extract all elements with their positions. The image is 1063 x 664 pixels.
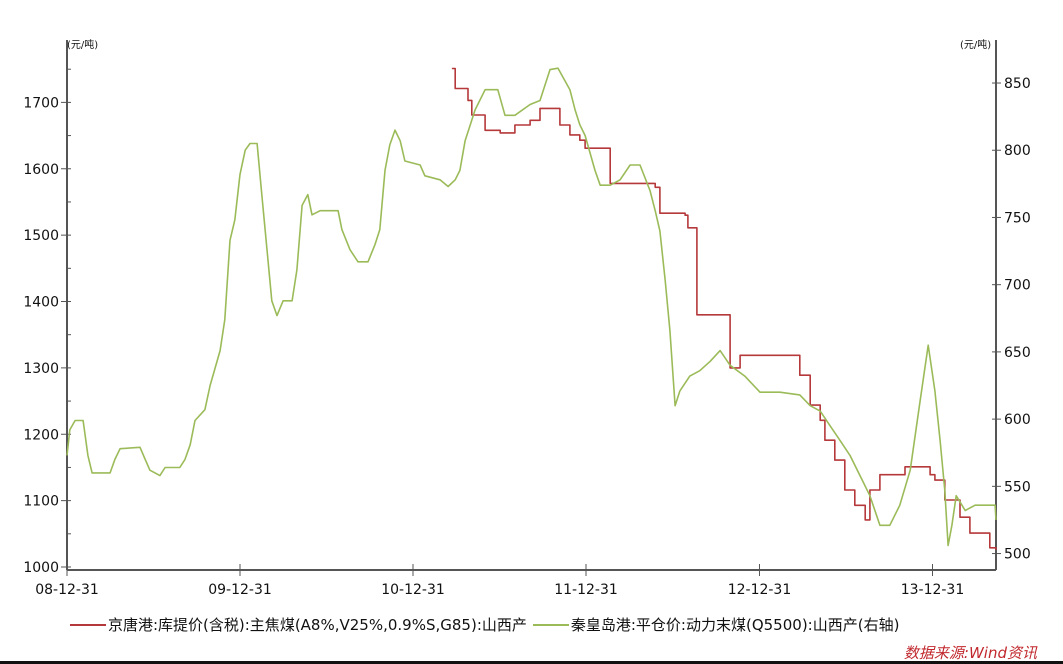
bottom-border <box>0 661 1063 664</box>
legend-swatch-red <box>70 623 106 626</box>
right-tick-label: 750 <box>1004 210 1031 226</box>
right-tick-label: 650 <box>1004 345 1031 361</box>
legend-label: 秦皇岛港:平仓价:动力末煤(Q5500):山西产(右轴) <box>570 616 900 634</box>
right-tick-label: 500 <box>1004 547 1031 563</box>
right-tick-label: 800 <box>1004 143 1031 159</box>
legend-item-thermal-coal: 秦皇岛港:平仓价:动力末煤(Q5500):山西产(右轴) <box>532 614 900 635</box>
legend-label: 京唐港:库提价(含税):主焦煤(A8%,V25%,0.9%S,G85):山西产 <box>108 616 527 634</box>
x-tick-label: 08-12-31 <box>35 582 99 598</box>
legend: 京唐港:库提价(含税):主焦煤(A8%,V25%,0.9%S,G85):山西产 … <box>70 614 905 635</box>
left-tick-label: 1700 <box>23 95 59 111</box>
legend-item-coking-coal: 京唐港:库提价(含税):主焦煤(A8%,V25%,0.9%S,G85):山西产 <box>70 614 527 635</box>
data-source: 数据来源:Wind资讯 <box>903 644 1037 662</box>
left-tick-label: 1400 <box>23 295 59 311</box>
series-line-coking-coal <box>451 67 997 550</box>
left-axis-unit: (元/吨) <box>67 38 98 51</box>
left-tick-label: 1300 <box>23 361 59 377</box>
x-tick-label: 11-12-31 <box>554 582 618 598</box>
left-tick-label: 1100 <box>23 494 59 510</box>
right-tick-label: 850 <box>1004 76 1031 92</box>
x-tick-label: 10-12-31 <box>381 582 445 598</box>
right-tick-label: 600 <box>1004 412 1031 428</box>
left-tick-label: 1200 <box>23 427 59 443</box>
right-axis-unit: (元/吨) <box>960 38 991 51</box>
left-tick-label: 1600 <box>23 162 59 178</box>
x-tick-label: 12-12-31 <box>728 582 792 598</box>
right-tick-label: 550 <box>1004 479 1031 495</box>
x-tick-label: 13-12-31 <box>901 582 965 598</box>
x-tick-label: 09-12-31 <box>208 582 272 598</box>
right-tick-label: 700 <box>1004 278 1031 294</box>
series-line-thermal-coal <box>66 67 997 547</box>
left-tick-label: 1000 <box>23 560 59 576</box>
left-tick-label: 1500 <box>23 228 59 244</box>
legend-swatch-green <box>532 623 569 626</box>
